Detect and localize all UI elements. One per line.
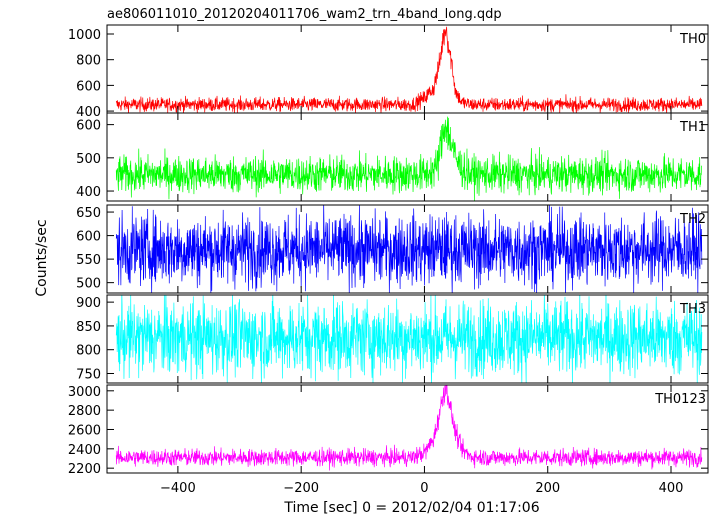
y-tick-label: 800 (76, 54, 101, 69)
y-tick-label: 550 (76, 253, 101, 268)
panel-label: TH0123 (654, 392, 706, 407)
y-tick-label: 2600 (68, 423, 101, 438)
y-tick-label: 600 (76, 119, 101, 134)
x-tick-label: 400 (659, 481, 684, 496)
series-line-th0123 (115, 385, 703, 471)
panel-th3: 750 800 850 900 TH3 (76, 294, 709, 384)
panel-th1: 400 500 600 TH1 (76, 112, 709, 202)
panel-th2: 500 550 600 650 TH2 (76, 204, 709, 294)
y-tick-label: 2200 (68, 462, 101, 477)
y-tick-label: 500 (76, 277, 101, 292)
y-tick-label: 400 (76, 105, 101, 120)
panel-frame (106, 24, 709, 114)
series-line-th3 (115, 295, 703, 383)
y-tick-label: 800 (76, 344, 101, 359)
y-tick-label: 2400 (68, 443, 101, 458)
y-tick-label: 600 (76, 230, 101, 245)
chart-title: ae806011010_20120204011706_wam2_trn_4ban… (107, 7, 502, 22)
y-tick-label: 850 (76, 320, 101, 335)
y-tick-label: 400 (76, 185, 101, 200)
x-axis-label: Time [sec] 0 = 2012/02/04 01:17:06 (283, 500, 539, 516)
x-tick-label: −400 (160, 481, 196, 496)
panel-label: TH0 (679, 32, 706, 47)
series-line-th1 (115, 116, 703, 201)
panel-frame (106, 294, 709, 384)
panel-label: TH2 (679, 212, 706, 227)
x-tick-label: 0 (420, 481, 428, 496)
y-tick-label: 500 (76, 152, 101, 167)
panel-th0: 400 600 800 1000 TH0 (68, 24, 709, 120)
x-tick-label: 200 (535, 481, 560, 496)
y-tick-label: 2800 (68, 404, 101, 419)
x-tick-label: −200 (283, 481, 319, 496)
y-tick-label: 900 (76, 296, 101, 311)
series-line-th2 (115, 205, 703, 293)
y-tick-label: 650 (76, 206, 101, 221)
y-axis-label: Counts/sec (34, 219, 50, 296)
panel-th0123: 2200 2400 2600 2800 3000 TH0123 (68, 384, 709, 477)
panel-frame (106, 112, 709, 202)
y-tick-label: 750 (76, 367, 101, 382)
panel-frame (106, 204, 709, 294)
y-tick-label: 3000 (68, 385, 101, 400)
y-tick-label: 1000 (68, 28, 101, 43)
panel-label: TH1 (679, 120, 706, 135)
panel-label: TH3 (679, 302, 706, 317)
series-line-th0 (115, 26, 703, 113)
y-tick-label: 600 (76, 79, 101, 94)
